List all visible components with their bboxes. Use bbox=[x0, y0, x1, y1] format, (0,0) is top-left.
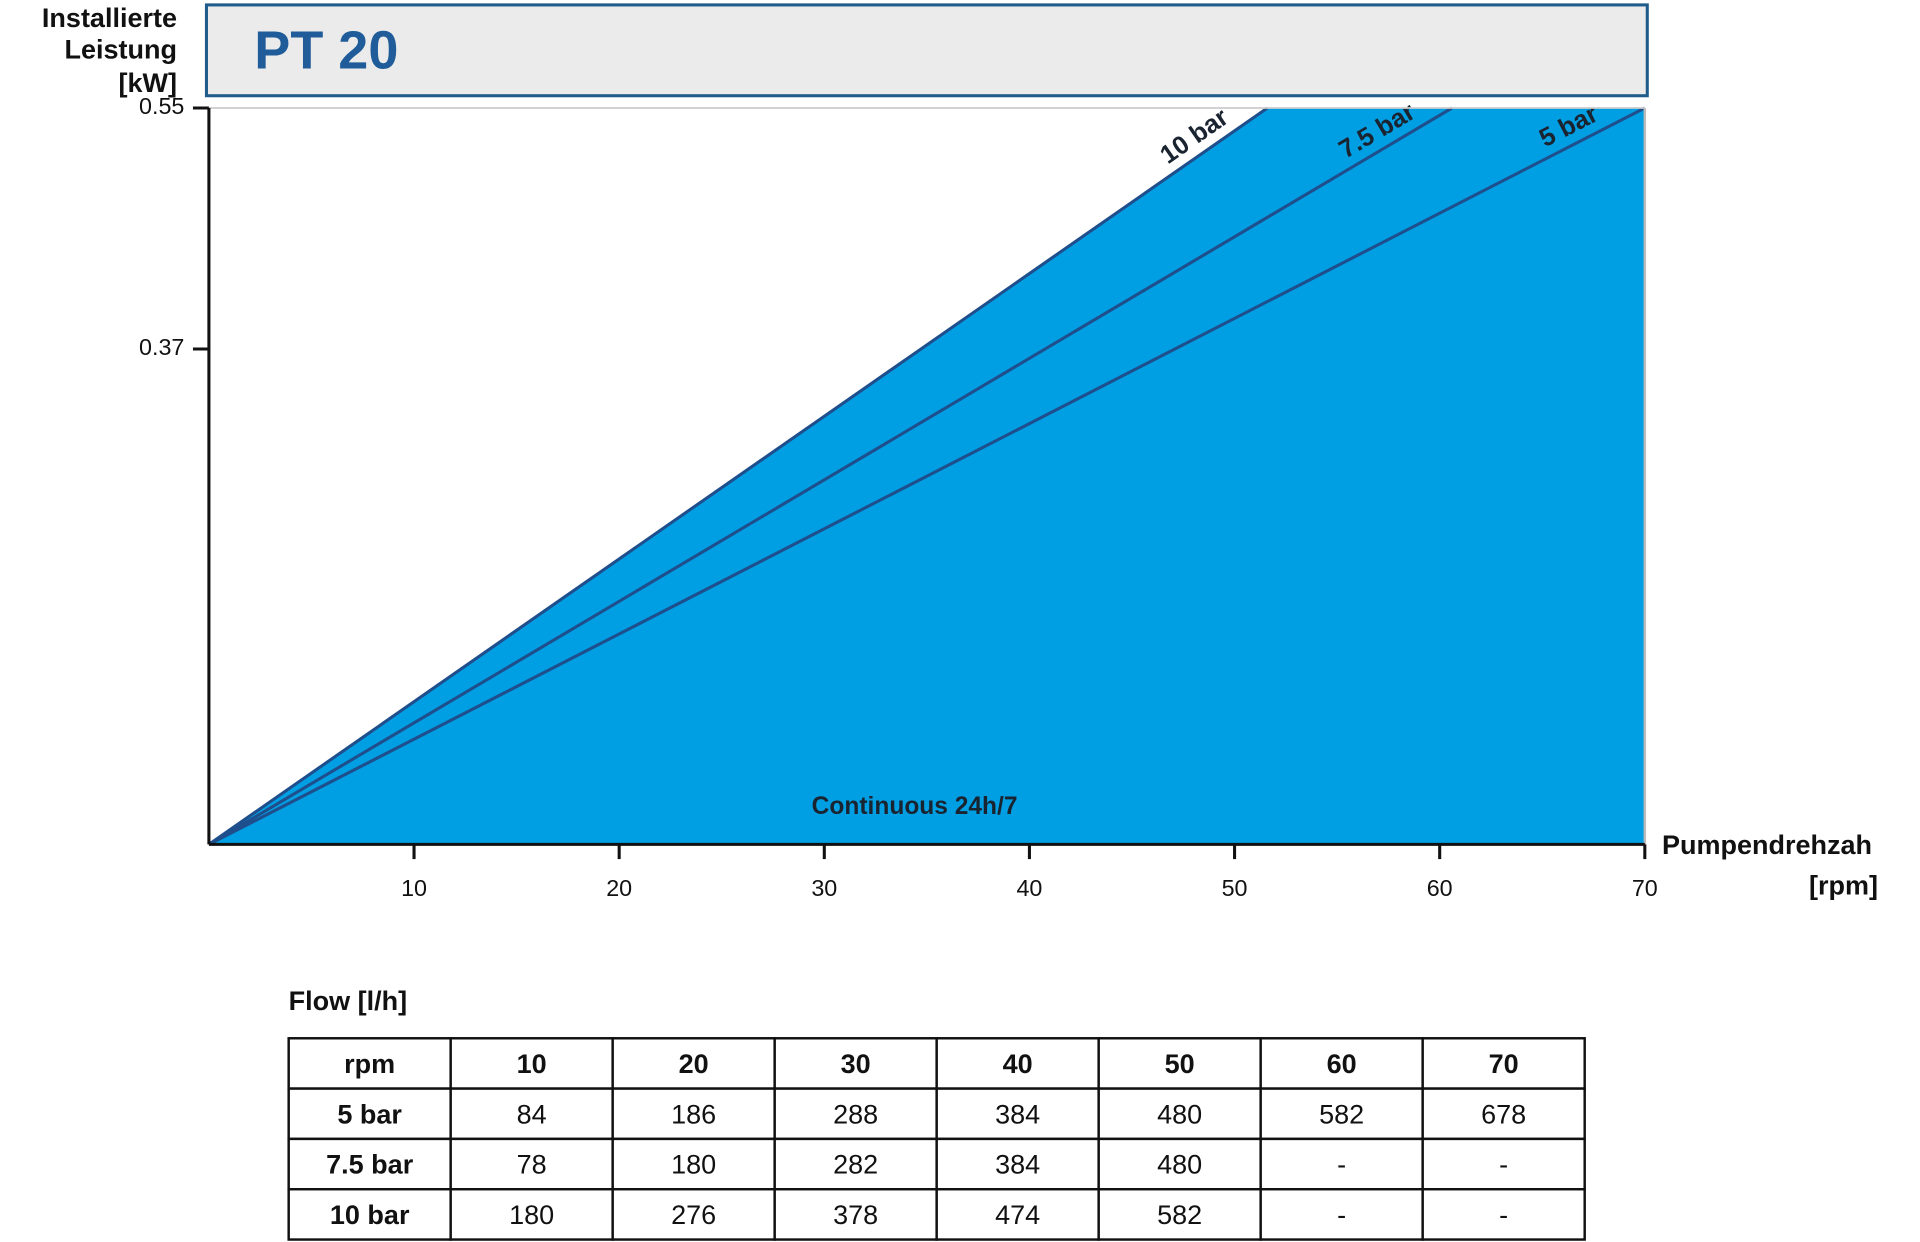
x-axis-label: [rpm] bbox=[1809, 870, 1878, 900]
x-tick-label: 30 bbox=[811, 875, 837, 901]
row-header: 5 bar bbox=[337, 1099, 402, 1129]
series-line bbox=[208, 106, 1453, 846]
table-cell bbox=[1421, 1037, 1586, 1090]
table-header: rpm bbox=[344, 1049, 395, 1079]
annotation: Continuous 24h/7 bbox=[812, 793, 1018, 820]
table-value: 186 bbox=[671, 1099, 716, 1129]
table-cell bbox=[935, 1188, 1100, 1241]
series-line bbox=[208, 106, 1646, 846]
table-header: 30 bbox=[841, 1049, 871, 1079]
table-value: 288 bbox=[833, 1099, 878, 1129]
table-cell bbox=[449, 1137, 614, 1191]
table-cell bbox=[1259, 1188, 1424, 1241]
table-value: 78 bbox=[517, 1150, 547, 1180]
table-cell bbox=[611, 1037, 776, 1090]
table-value: 480 bbox=[1157, 1150, 1202, 1180]
table-value: 582 bbox=[1157, 1200, 1202, 1230]
x-tick-label: 10 bbox=[401, 875, 427, 901]
table-caption: Flow [l/h] bbox=[289, 986, 407, 1016]
table-cell bbox=[1259, 1137, 1424, 1191]
table-cell bbox=[935, 1037, 1100, 1090]
y-axis-label: [kW] bbox=[119, 68, 177, 98]
table-header: 60 bbox=[1327, 1049, 1357, 1079]
y-tick-label: 0.55 bbox=[139, 93, 184, 119]
table-cell bbox=[1421, 1137, 1586, 1191]
series-line bbox=[208, 106, 1269, 846]
table-value: - bbox=[1337, 1200, 1346, 1230]
table-value: 276 bbox=[671, 1200, 716, 1230]
x-tick-label: 50 bbox=[1222, 875, 1248, 901]
title-box bbox=[204, 3, 1649, 98]
table-header: 40 bbox=[1003, 1049, 1033, 1079]
row-header: 10 bar bbox=[330, 1200, 410, 1230]
table-value: - bbox=[1499, 1200, 1508, 1230]
table-value: 180 bbox=[509, 1200, 554, 1230]
table-cell bbox=[773, 1188, 938, 1241]
table-cell bbox=[1097, 1037, 1262, 1090]
table-cell bbox=[1421, 1087, 1586, 1141]
table-header: 70 bbox=[1489, 1049, 1519, 1079]
table-cell bbox=[449, 1188, 614, 1241]
table-value: 180 bbox=[671, 1150, 716, 1180]
chart-title: PT 20 bbox=[254, 20, 398, 80]
x-tick-label: 20 bbox=[606, 875, 632, 901]
table-cell bbox=[1421, 1188, 1586, 1241]
y-axis-label: Leistung bbox=[65, 35, 177, 65]
table-value: - bbox=[1499, 1150, 1508, 1180]
table-cell bbox=[287, 1188, 452, 1241]
table-cell bbox=[1097, 1137, 1262, 1191]
table-cell bbox=[611, 1188, 776, 1241]
table-cell bbox=[935, 1087, 1100, 1141]
x-axis-label: Pumpendrehzah bbox=[1662, 830, 1872, 860]
row-header: 7.5 bar bbox=[326, 1150, 414, 1180]
table-value: 384 bbox=[995, 1099, 1040, 1129]
table-value: - bbox=[1337, 1150, 1346, 1180]
table-header: 20 bbox=[679, 1049, 709, 1079]
table-cell bbox=[773, 1087, 938, 1141]
y-axis-label: Installierte bbox=[42, 3, 177, 33]
table-value: 480 bbox=[1157, 1099, 1202, 1129]
table-value: 378 bbox=[833, 1200, 878, 1230]
table-value: 582 bbox=[1319, 1099, 1364, 1129]
table-value: 84 bbox=[517, 1099, 547, 1129]
y-tick-label: 0.37 bbox=[139, 334, 184, 360]
x-tick-label: 70 bbox=[1632, 875, 1658, 901]
x-tick-label: 60 bbox=[1427, 875, 1453, 901]
table-header: 50 bbox=[1165, 1049, 1195, 1079]
table-value: 384 bbox=[995, 1150, 1040, 1180]
table-value: 474 bbox=[995, 1200, 1040, 1230]
table-value: 282 bbox=[833, 1150, 878, 1180]
table-header: 10 bbox=[517, 1049, 547, 1079]
table-value: 678 bbox=[1481, 1099, 1526, 1129]
x-tick-label: 40 bbox=[1016, 875, 1042, 901]
